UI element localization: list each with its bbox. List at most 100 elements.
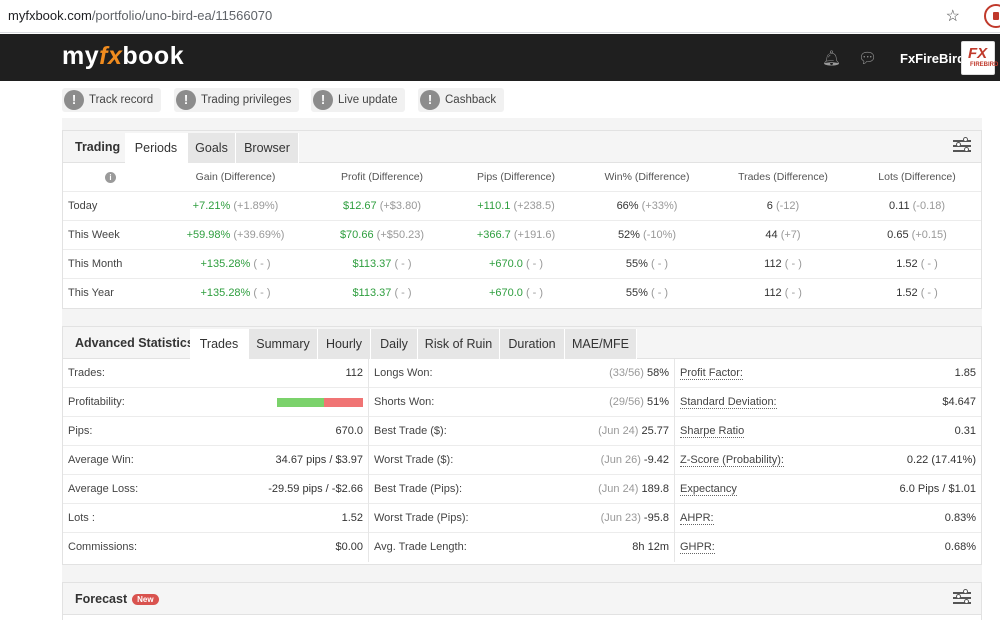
chat-icon[interactable]: 💬︎ <box>858 50 878 67</box>
stat-label[interactable]: AHPR: <box>680 512 714 525</box>
avatar[interactable]: FX FIREBIRD <box>961 41 999 75</box>
exclamation-icon: ! <box>420 90 440 110</box>
myfxbook-logo[interactable]: myfxbook <box>62 42 184 71</box>
header-gain[interactable]: Gain (Difference) <box>158 163 313 192</box>
stat-number: $0.00 <box>335 541 363 553</box>
stat-row: Sharpe Ratio 0.31 <box>675 417 981 446</box>
header-pips[interactable]: Pips (Difference) <box>451 163 581 192</box>
stat-value: 0.22 (17.41%) <box>907 454 976 466</box>
stat-label[interactable]: Expectancy <box>680 483 737 496</box>
stat-number: -29.59 pips / -$2.66 <box>268 483 363 495</box>
tab-mae-mfe[interactable]: MAE/MFE <box>565 329 637 359</box>
profit-difference: (+$50.23) <box>376 228 425 241</box>
gain-value: +59.98% <box>186 228 231 241</box>
info-icon[interactable]: i <box>105 171 116 183</box>
table-row: This Year +135.28% ( - ) $113.37 ( - ) +670… <box>63 278 981 307</box>
tab-summary[interactable]: Summary <box>249 329 318 359</box>
stat-label[interactable]: GHPR: <box>680 541 715 554</box>
trades-difference: ( - ) <box>784 257 802 270</box>
header-lots[interactable]: Lots (Difference) <box>853 163 981 192</box>
url-text[interactable]: myfxbook.com/portfolio/uno-bird-ea/11566… <box>8 8 272 23</box>
stats-column-2: Longs Won: (33/56) 58% Shorts Won: (29/56) 51… <box>369 359 675 562</box>
win-difference: ( - ) <box>650 257 669 270</box>
trades-value: 112 <box>764 286 782 299</box>
trading-tabbar: Trading Periods Goals Browser <box>63 131 981 163</box>
header-win[interactable]: Win% (Difference) <box>581 163 713 192</box>
stat-number: 1.52 <box>341 512 363 524</box>
badge-track-record[interactable]: ! Track record <box>62 88 162 112</box>
stat-row: Lots : 1.52 <box>63 504 368 533</box>
exclamation-icon: ! <box>176 90 196 110</box>
stat-label: Avg. Trade Length: <box>374 541 467 553</box>
tab-risk-of-ruin[interactable]: Risk of Ruin <box>418 329 500 359</box>
stat-label[interactable]: Z-Score (Probability): <box>680 454 784 467</box>
tab-hourly[interactable]: Hourly <box>318 329 371 359</box>
stat-row: AHPR: 0.83% <box>675 504 981 533</box>
stat-value: 112 <box>345 367 363 379</box>
browser-url-bar[interactable]: myfxbook.com/portfolio/uno-bird-ea/11566… <box>0 0 1000 33</box>
stat-value: -29.59 pips / -$2.66 <box>268 483 363 495</box>
bookmark-star-icon[interactable]: ☆ <box>945 8 960 25</box>
tab-trades[interactable]: Trades <box>190 329 249 359</box>
stat-value: (29/56) 51% <box>609 396 669 408</box>
stat-number: 58% <box>646 367 669 379</box>
header-trades[interactable]: Trades (Difference) <box>713 163 853 192</box>
stat-label: Pips: <box>68 425 93 437</box>
stat-number: 34.67 pips / $3.97 <box>275 454 363 466</box>
logo-book: book <box>122 42 185 70</box>
stat-value: 34.67 pips / $3.97 <box>276 454 363 466</box>
gain-value: +135.28% <box>200 257 251 270</box>
tab-duration[interactable]: Duration <box>500 329 565 359</box>
badge-live-update[interactable]: ! Live update <box>311 88 406 112</box>
lots-value: 0.65 <box>887 228 909 241</box>
profit-difference: (+$3.80) <box>379 199 421 212</box>
stat-number: 189.8 <box>641 483 669 495</box>
avatar-subtext: FIREBIRD <box>970 62 999 68</box>
stat-row: Pips: 670.0 <box>63 417 368 446</box>
cell-gain: +135.28% ( - ) <box>158 249 313 279</box>
stat-row: Best Trade ($): (Jun 24) 25.77 <box>369 417 674 446</box>
username[interactable]: FxFireBird <box>900 51 966 66</box>
stat-row: Shorts Won: (29/56) 51% <box>369 388 674 417</box>
top-navigation: myfxbook 🔔︎ 💬︎ FxFireBird FX FIREBIRD <box>0 34 1000 81</box>
cell-pips: +670.0 ( - ) <box>451 249 581 279</box>
lots-difference: (+0.15) <box>911 228 947 241</box>
cell-trades: 6 (-12) <box>713 191 853 221</box>
stat-row: Profitability: <box>63 388 368 417</box>
avatar-text: FX <box>968 45 988 62</box>
tab-periods[interactable]: Periods <box>125 133 188 163</box>
stat-note: (33/56) <box>609 367 644 379</box>
win-difference: (-10%) <box>643 228 677 241</box>
stat-number: 0.22 (17.41%) <box>906 454 976 466</box>
header-profit[interactable]: Profit (Difference) <box>313 163 451 192</box>
stat-label[interactable]: Standard Deviation: <box>680 396 777 409</box>
badge-trading-privileges[interactable]: ! Trading privileges <box>174 88 300 112</box>
settings-sliders-icon[interactable] <box>953 137 971 154</box>
stat-label[interactable]: Profit Factor: <box>680 367 743 380</box>
stat-row: Worst Trade (Pips): (Jun 23) -95.8 <box>369 504 674 533</box>
forecast-tabbar: Forecast New <box>63 583 981 615</box>
tab-daily[interactable]: Daily <box>371 329 418 359</box>
settings-sliders-icon[interactable] <box>953 589 971 606</box>
stat-number: 1.85 <box>954 367 976 379</box>
win-value: 66% <box>616 199 639 212</box>
cell-trades: 44 (+7) <box>713 220 853 250</box>
table-row: This Month +135.28% ( - ) $113.37 ( - ) +67… <box>63 249 981 279</box>
forecast-title: Forecast <box>75 592 128 606</box>
gain-difference: ( - ) <box>253 286 271 299</box>
panel-title: Forecast New <box>75 592 159 606</box>
stat-value: 1.52 <box>342 512 363 524</box>
tab-browser[interactable]: Browser <box>236 133 299 163</box>
badge-cashback[interactable]: ! Cashback <box>418 88 505 112</box>
stat-row: Trades: 112 <box>63 359 368 388</box>
stat-label: Profitability: <box>68 396 125 408</box>
stat-label[interactable]: Sharpe Ratio <box>680 425 745 438</box>
stat-row: Expectancy 6.0 Pips / $1.01 <box>675 475 981 504</box>
record-icon[interactable] <box>984 4 1000 28</box>
gain-difference: (+1.89%) <box>233 199 279 212</box>
pips-value: +110.1 <box>477 199 511 212</box>
bell-icon[interactable]: 🔔︎ <box>822 50 842 67</box>
section-divider <box>62 309 982 326</box>
stat-number: 6.0 Pips / $1.01 <box>899 483 976 495</box>
tab-goals[interactable]: Goals <box>188 133 236 163</box>
